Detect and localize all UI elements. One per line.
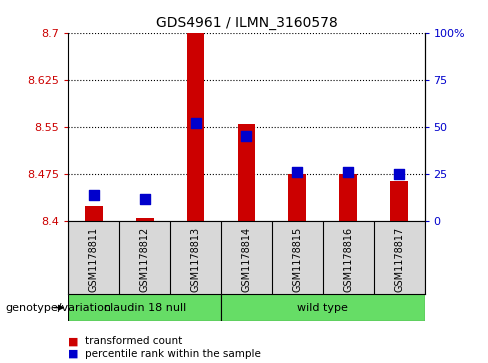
Text: ■: ■ <box>68 349 79 359</box>
Text: GSM1178814: GSM1178814 <box>242 227 251 292</box>
Bar <box>238 124 255 221</box>
Point <box>192 121 200 126</box>
Bar <box>85 206 102 221</box>
Text: GSM1178817: GSM1178817 <box>394 227 404 293</box>
Bar <box>390 180 408 221</box>
Point <box>90 192 98 198</box>
Point <box>141 196 148 202</box>
Text: genotype/variation: genotype/variation <box>5 303 111 313</box>
Bar <box>288 174 306 221</box>
Point <box>395 171 403 177</box>
Text: claudin 18 null: claudin 18 null <box>103 303 186 313</box>
Text: ■: ■ <box>68 336 79 346</box>
Text: wild type: wild type <box>297 303 348 313</box>
Bar <box>136 218 154 221</box>
Bar <box>221 294 425 321</box>
Text: GSM1178811: GSM1178811 <box>89 227 99 292</box>
Text: percentile rank within the sample: percentile rank within the sample <box>85 349 261 359</box>
Bar <box>186 33 204 221</box>
Text: GSM1178815: GSM1178815 <box>292 227 303 293</box>
Point <box>293 170 301 175</box>
Point <box>345 170 352 175</box>
Bar <box>68 294 221 321</box>
Text: transformed count: transformed count <box>85 336 183 346</box>
Title: GDS4961 / ILMN_3160578: GDS4961 / ILMN_3160578 <box>156 16 337 30</box>
Text: GSM1178813: GSM1178813 <box>190 227 201 292</box>
Text: GSM1178816: GSM1178816 <box>343 227 353 292</box>
Point <box>243 134 250 139</box>
Text: GSM1178812: GSM1178812 <box>140 227 150 293</box>
Bar <box>339 174 357 221</box>
